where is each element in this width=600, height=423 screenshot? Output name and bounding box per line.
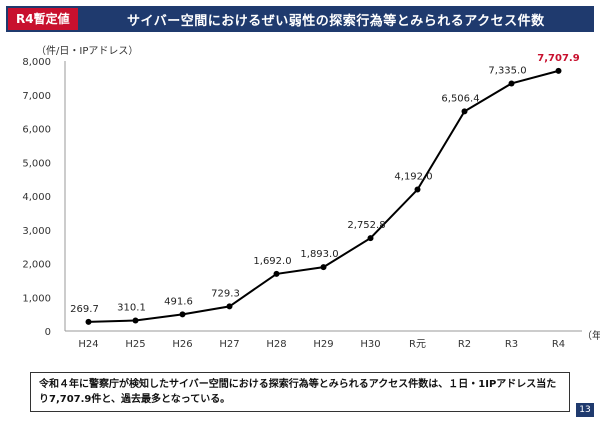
- y-tick-label: 4,000: [22, 192, 51, 203]
- page-title: サイバー空間におけるぜい弱性の探索行為等とみられるアクセス件数: [127, 13, 545, 29]
- x-tick-label: H30: [360, 339, 380, 350]
- x-tick-label: H26: [172, 339, 192, 350]
- data-point: [273, 270, 280, 277]
- data-label: 7,707.9: [537, 53, 579, 64]
- data-point: [132, 317, 139, 324]
- data-label: 2,752.8: [347, 220, 385, 231]
- data-point: [508, 80, 515, 87]
- y-tick-label: 5,000: [22, 158, 51, 169]
- x-tick-label: R元: [409, 339, 426, 350]
- data-point: [85, 318, 92, 325]
- line-chart: 0 1,000 2,000 3,000 4,000 5,000 6,000 7,000 8,00…: [22, 53, 600, 350]
- x-tick-label: R2: [458, 339, 471, 350]
- title-bar: R4暫定値 サイバー空間におけるぜい弱性の探索行為等とみられるアクセス件数: [6, 6, 594, 32]
- data-label: 1,692.0: [253, 256, 291, 267]
- data-point: [461, 108, 468, 115]
- data-point: [367, 235, 374, 242]
- page-number: 13: [576, 403, 594, 417]
- x-axis-unit-label: （年）: [582, 329, 600, 342]
- summary-note: 令和４年に警察庁が検知したサイバー空間における探索行為等とみられるアクセス件数は…: [30, 372, 570, 412]
- data-label: 310.1: [117, 303, 146, 314]
- x-tick-label: H27: [219, 339, 239, 350]
- data-label: 729.3: [211, 288, 240, 299]
- data-point: [414, 186, 421, 193]
- data-label: 491.6: [164, 296, 193, 307]
- y-tick-label: 3,000: [22, 226, 51, 237]
- data-label: 4,192.0: [394, 172, 432, 183]
- y-tick-label: 6,000: [22, 125, 51, 136]
- x-tick-label: H28: [266, 339, 286, 350]
- data-point: [226, 303, 233, 310]
- y-tick-label: 2,000: [22, 260, 51, 271]
- x-tick-label: H25: [125, 339, 145, 350]
- data-point: [179, 311, 186, 318]
- x-tick-label: R3: [505, 339, 518, 350]
- data-label: 1,893.0: [300, 249, 338, 260]
- y-tick-label: 0: [45, 327, 51, 338]
- data-label: 6,506.4: [441, 93, 479, 104]
- y-tick-label: 7,000: [22, 91, 51, 102]
- data-point: [555, 67, 562, 74]
- y-tick-label: 8,000: [22, 57, 51, 68]
- x-tick-label: H24: [78, 339, 98, 350]
- data-label: 7,335.0: [488, 65, 526, 76]
- x-tick-label: R4: [552, 339, 565, 350]
- series-line: [88, 69, 559, 323]
- provisional-badge: R4暫定値: [8, 8, 78, 30]
- data-point: [320, 264, 327, 271]
- x-tick-label: H29: [313, 339, 333, 350]
- y-tick-label: 1,000: [22, 293, 51, 304]
- data-label: 269.7: [70, 304, 99, 315]
- y-axis-unit-label: （件/日・IPアドレス）: [36, 46, 139, 57]
